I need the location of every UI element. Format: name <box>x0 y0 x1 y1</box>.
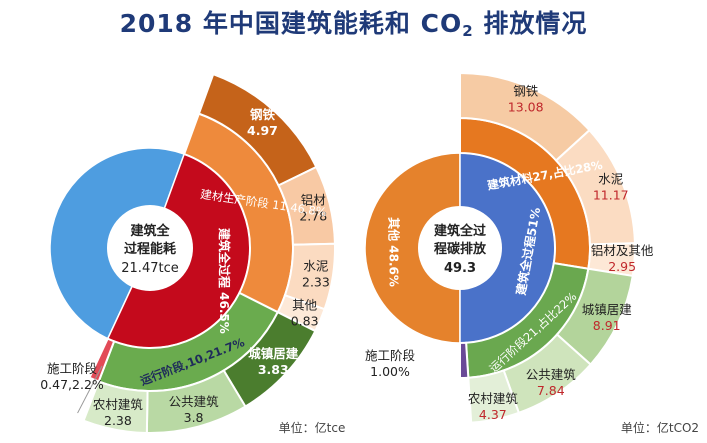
outer-slice-operation-2 <box>82 380 149 434</box>
outer-name-0: 钢铁 <box>250 107 276 122</box>
middle-slice-construction <box>459 341 470 380</box>
outer-value-4: 3.83 <box>258 362 289 377</box>
sunburst-chart-1 <box>49 72 336 434</box>
center-label-3: 49.3 <box>444 261 476 276</box>
outer-name-3: 其他 <box>292 298 318 313</box>
outer-name-4: 城镇居建 <box>248 346 299 361</box>
outer-value-2: 2.95 <box>608 259 636 274</box>
inner-label-other: 其他 48.6% <box>387 217 402 287</box>
outer-value-1: 2.78 <box>299 208 327 223</box>
inner-slice-other <box>364 152 461 344</box>
outer-value-3: 0.83 <box>291 314 319 329</box>
outer-value-5: 4.37 <box>479 407 507 422</box>
outer-value-3: 8.91 <box>593 318 621 333</box>
outer-name-4: 公共建筑 <box>526 367 577 382</box>
outer-name-2: 铝材及其他 <box>591 243 654 258</box>
construction-value: 0.47,2.2% <box>40 377 104 392</box>
outer-name-3: 城镇居建 <box>582 302 633 317</box>
center-label-2: 程碳排放 <box>434 241 487 257</box>
outer-value-1: 11.17 <box>593 187 629 202</box>
middle-slice-construction <box>88 337 116 383</box>
center-label-1: 建筑全过 <box>434 223 486 239</box>
outer-name-6: 农村建筑 <box>93 397 144 412</box>
outer-value-2: 2.33 <box>302 274 330 289</box>
sunburst-chart-2 <box>364 71 636 424</box>
center-label-3: 21.47tce <box>121 261 178 276</box>
outer-name-1: 铝材 <box>301 192 326 207</box>
outer-name-0: 钢铁 <box>513 83 539 98</box>
center-hub <box>107 205 193 291</box>
outer-value-5: 3.8 <box>184 410 204 425</box>
outer-name-5: 农村建筑 <box>468 391 519 406</box>
outer-name-2: 水泥 <box>303 258 328 273</box>
page-title: 2018 年中国建筑能耗和 CO2 排放情况 <box>119 9 588 40</box>
center-hub <box>418 206 502 290</box>
outer-value-0: 13.08 <box>508 99 544 114</box>
construction-label: 施工阶段 <box>47 361 97 376</box>
outer-name-1: 水泥 <box>598 171 623 186</box>
outer-value-4: 7.84 <box>537 383 565 398</box>
outer-slice-operation-2 <box>467 369 521 424</box>
construction-leader <box>77 365 103 414</box>
inner-label-whole: 建筑全过程 46.5% <box>217 227 232 334</box>
center-label-1: 建筑全 <box>130 223 170 239</box>
outer-name-5: 公共建筑 <box>169 394 220 409</box>
outer-value-0: 4.97 <box>247 123 278 138</box>
unit-label-2: 单位：亿tCO2 <box>621 420 699 435</box>
unit-label-1: 单位：亿tce <box>279 420 346 435</box>
construction-value: 1.00% <box>370 364 410 379</box>
outer-value-6: 2.38 <box>104 413 132 428</box>
construction-label: 施工阶段 <box>365 348 415 363</box>
center-label-2: 过程能耗 <box>124 241 176 257</box>
